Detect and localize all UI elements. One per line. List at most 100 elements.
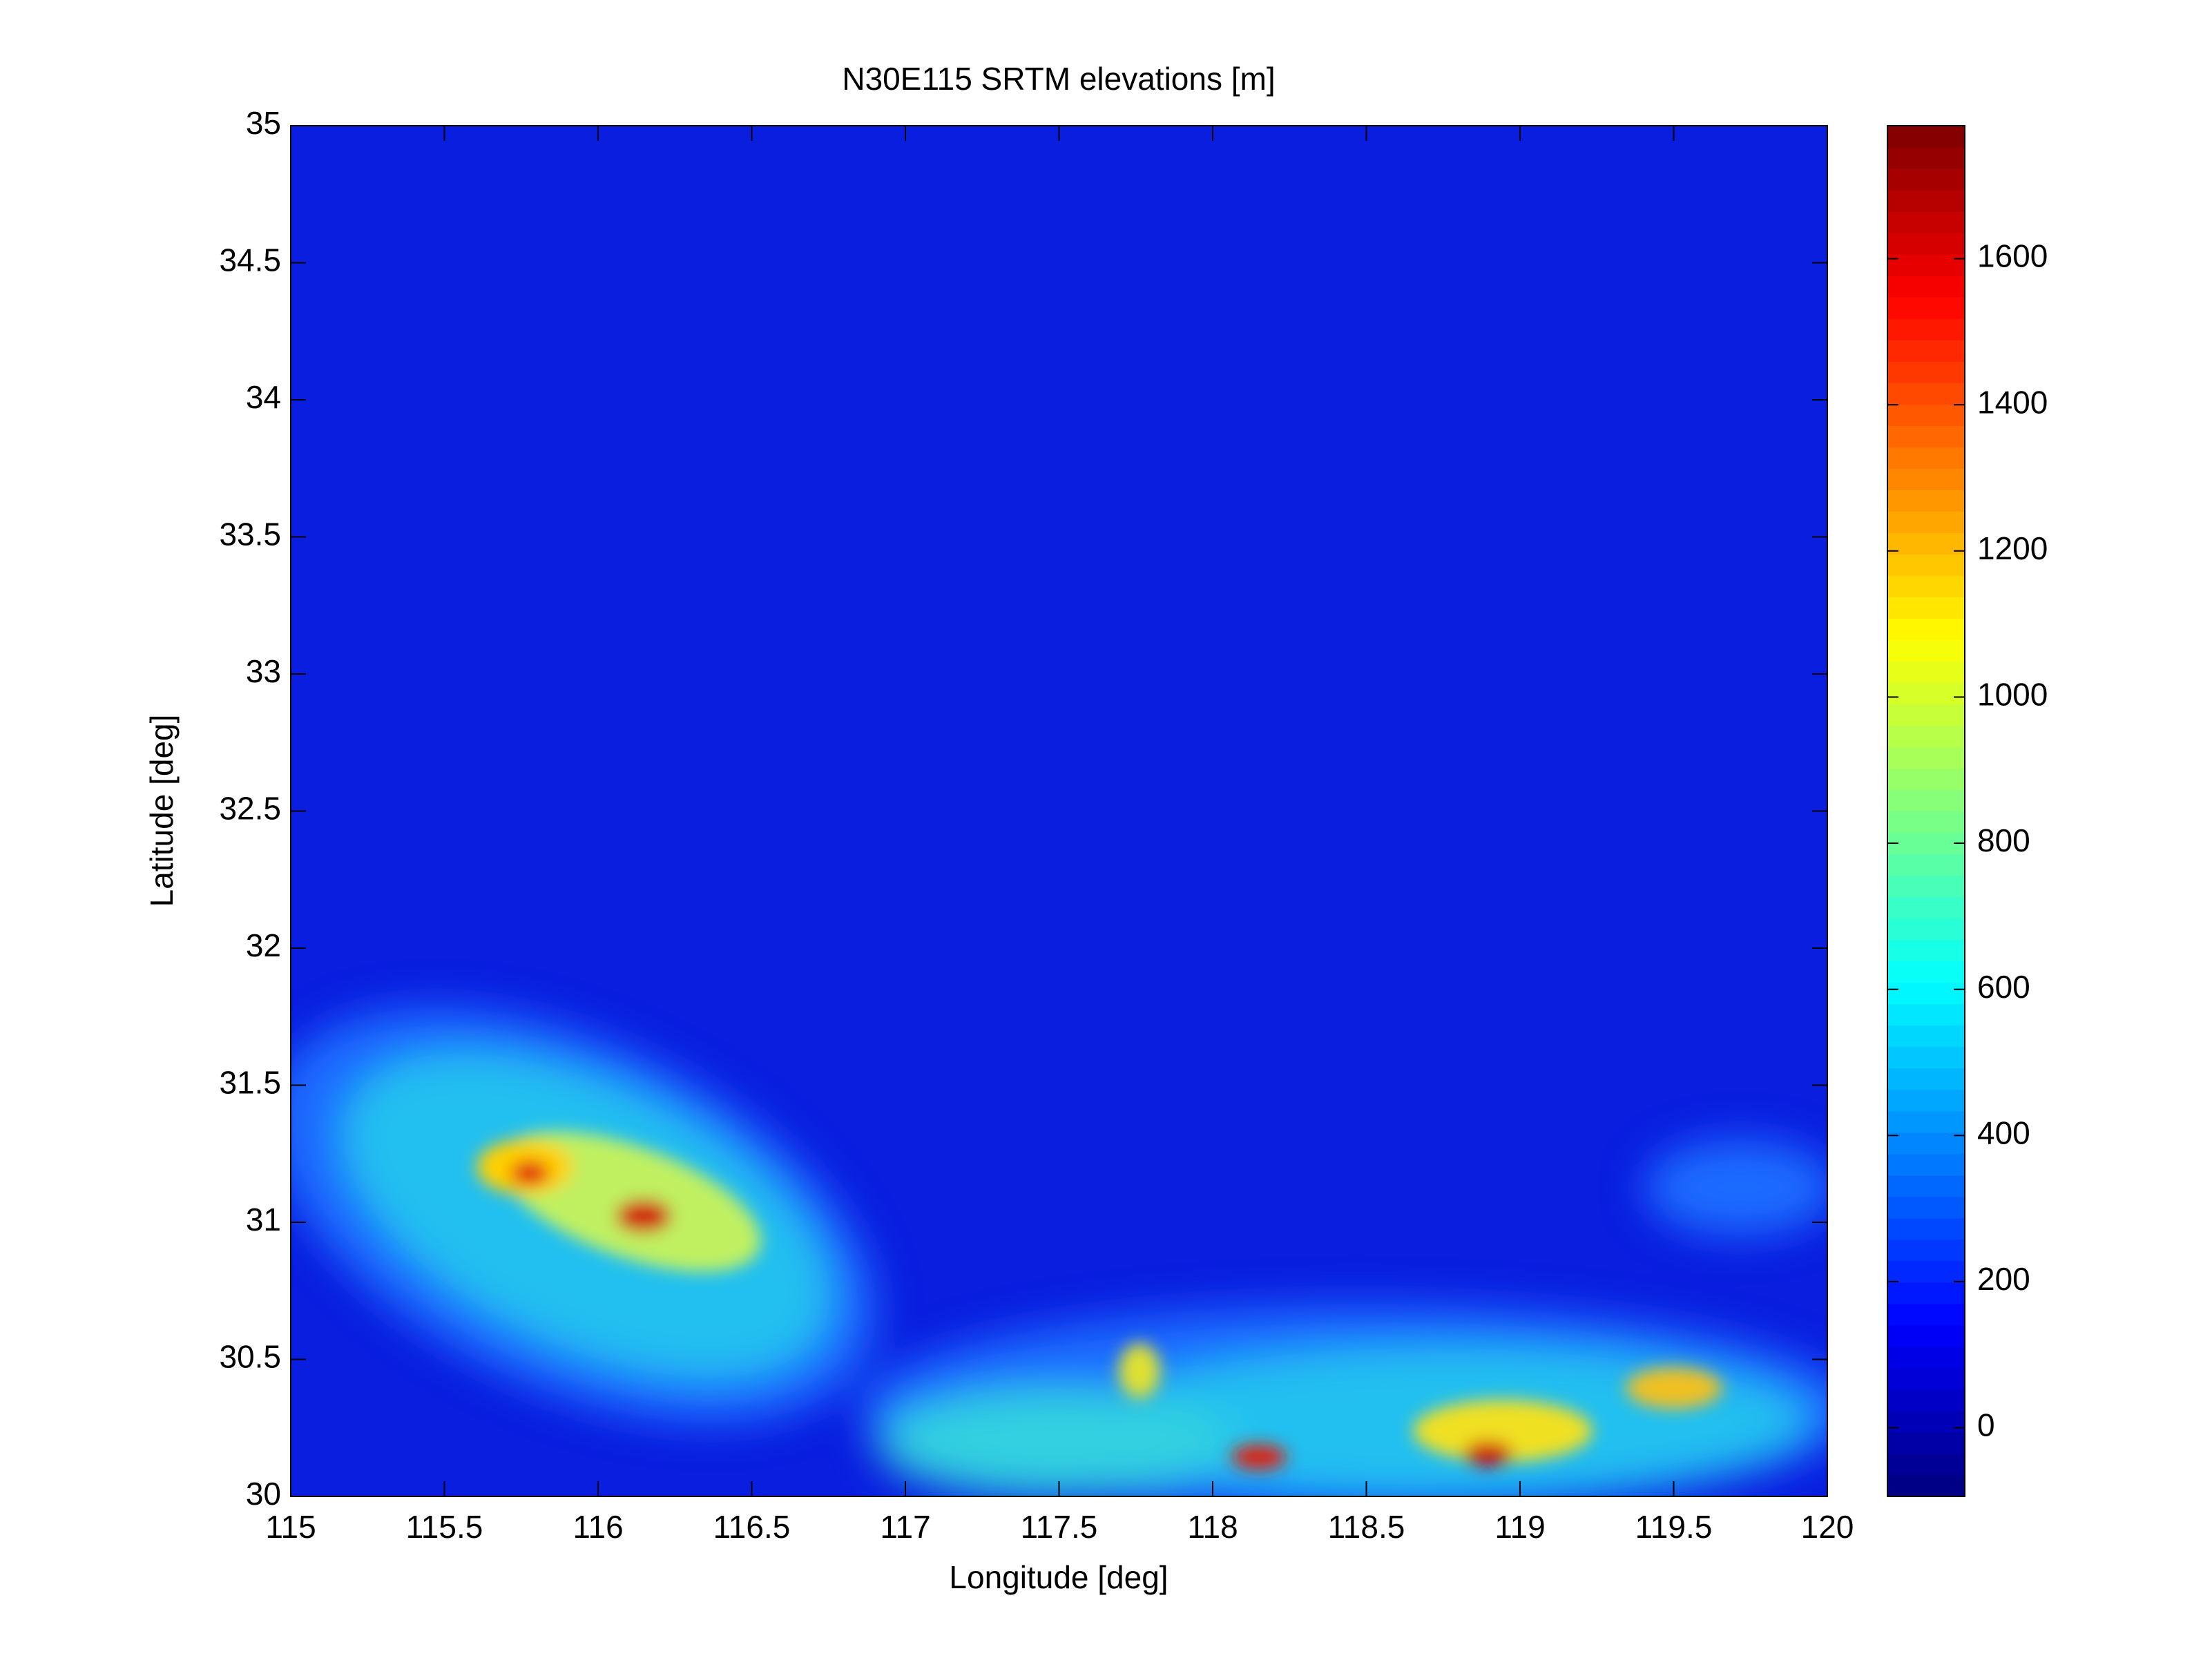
colorbar-band bbox=[1887, 168, 1965, 191]
colorbar bbox=[1887, 126, 1965, 1497]
y-tick-label: 32 bbox=[246, 927, 281, 963]
colorbar-band bbox=[1887, 1239, 1965, 1262]
colorbar-band bbox=[1887, 532, 1965, 555]
colorbar-band bbox=[1887, 1303, 1965, 1326]
colorbar-band bbox=[1887, 1367, 1965, 1390]
elevation-image bbox=[291, 126, 1827, 1496]
colorbar-band bbox=[1887, 789, 1965, 812]
colorbar-tick-label: 1000 bbox=[1977, 677, 2048, 713]
colorbar-band bbox=[1887, 982, 1965, 1005]
x-tick-label: 118 bbox=[1187, 1509, 1238, 1545]
colorbar-box bbox=[1887, 125, 1965, 1497]
x-tick-label: 115.5 bbox=[406, 1509, 483, 1545]
colorbar-band bbox=[1887, 147, 1965, 169]
colorbar-band bbox=[1887, 554, 1965, 576]
x-tick-label: 118.5 bbox=[1328, 1509, 1405, 1545]
colorbar-band bbox=[1887, 661, 1965, 684]
colorbar-band bbox=[1887, 597, 1965, 619]
colorbar-band bbox=[1887, 1175, 1965, 1197]
colorbar-band bbox=[1887, 1196, 1965, 1219]
colorbar-band bbox=[1887, 1474, 1965, 1497]
colorbar-band bbox=[1887, 768, 1965, 791]
colorbar-tick-label: 0 bbox=[1977, 1407, 1995, 1443]
y-tick-label: 30 bbox=[246, 1476, 281, 1512]
colorbar-band bbox=[1887, 126, 1965, 148]
y-axis-label: Latitude [deg] bbox=[144, 715, 180, 907]
colorbar-band bbox=[1887, 618, 1965, 640]
colorbar-band bbox=[1887, 1282, 1965, 1304]
colorbar-band bbox=[1887, 832, 1965, 855]
colorbar-band bbox=[1887, 1068, 1965, 1090]
colorbar-band bbox=[1887, 276, 1965, 298]
x-tick-label: 116.5 bbox=[713, 1509, 791, 1545]
colorbar-band bbox=[1887, 1346, 1965, 1369]
colorbar-band bbox=[1887, 939, 1965, 962]
colorbar-band bbox=[1887, 404, 1965, 426]
colorbar-band bbox=[1887, 1324, 1965, 1347]
colorbar-band bbox=[1887, 1110, 1965, 1133]
y-tick-label: 33.5 bbox=[219, 517, 281, 552]
colorbar-band bbox=[1887, 318, 1965, 340]
x-tick-label: 117 bbox=[880, 1509, 930, 1545]
colorbar-band bbox=[1887, 854, 1965, 876]
y-tick-label: 32.5 bbox=[219, 791, 281, 827]
colorbar-tick-label: 600 bbox=[1977, 969, 2030, 1005]
colorbar-band bbox=[1887, 511, 1965, 533]
colorbar-band bbox=[1887, 468, 1965, 490]
x-tick-label: 119 bbox=[1494, 1509, 1545, 1545]
colorbar-band bbox=[1887, 1025, 1965, 1048]
colorbar-band bbox=[1887, 425, 1965, 447]
colorbar-tick-label: 1600 bbox=[1977, 238, 2048, 274]
x-tick-label: 117.5 bbox=[1021, 1509, 1098, 1545]
x-tick-label: 116 bbox=[573, 1509, 623, 1545]
colorbar-tick-label: 800 bbox=[1977, 822, 2030, 858]
colorbar-band bbox=[1887, 211, 1965, 233]
colorbar-band bbox=[1887, 746, 1965, 769]
colorbar-band bbox=[1887, 1089, 1965, 1112]
colorbar-band bbox=[1887, 233, 1965, 255]
colorbar-band bbox=[1887, 361, 1965, 383]
colorbar-band bbox=[1887, 704, 1965, 726]
colorbar-band bbox=[1887, 447, 1965, 469]
y-tick-label: 33 bbox=[246, 653, 281, 689]
colorbar-tick-label: 1400 bbox=[1977, 384, 2048, 420]
colorbar-band bbox=[1887, 254, 1965, 276]
colorbar-band bbox=[1887, 1389, 1965, 1411]
colorbar-band bbox=[1887, 811, 1965, 833]
colorbar-band bbox=[1887, 725, 1965, 748]
y-tick-label: 31 bbox=[246, 1202, 281, 1237]
colorbar-band bbox=[1887, 575, 1965, 597]
colorbar-band bbox=[1887, 918, 1965, 941]
colorbar-band bbox=[1887, 1260, 1965, 1283]
colorbar-band bbox=[1887, 1453, 1965, 1476]
y-tick-label: 35 bbox=[246, 105, 281, 141]
colorbar-tick-label: 400 bbox=[1977, 1115, 2030, 1150]
y-tick-label: 30.5 bbox=[219, 1339, 281, 1375]
colorbar-band bbox=[1887, 1003, 1965, 1026]
colorbar-band bbox=[1887, 1153, 1965, 1176]
colorbar-band bbox=[1887, 682, 1965, 705]
x-axis-label: Longitude [deg] bbox=[949, 1559, 1168, 1595]
colorbar-band bbox=[1887, 1132, 1965, 1155]
colorbar-band bbox=[1887, 297, 1965, 319]
colorbar-band bbox=[1887, 340, 1965, 362]
colorbar-band bbox=[1887, 639, 1965, 662]
colorbar-band bbox=[1887, 1432, 1965, 1454]
colorbar-band bbox=[1887, 490, 1965, 512]
y-tick-label: 31.5 bbox=[219, 1065, 281, 1101]
colorbar-band bbox=[1887, 1217, 1965, 1240]
y-tick-label: 34.5 bbox=[219, 242, 281, 278]
terrain-peaks bbox=[477, 1131, 1722, 1469]
colorbar-band bbox=[1887, 875, 1965, 898]
colorbar-band bbox=[1887, 961, 1965, 983]
x-tick-label: 119.5 bbox=[1635, 1509, 1713, 1545]
colorbar-band bbox=[1887, 896, 1965, 919]
x-tick-label: 120 bbox=[1801, 1509, 1854, 1545]
colorbar-tick-label: 1200 bbox=[1977, 530, 2048, 566]
colorbar-band bbox=[1887, 190, 1965, 212]
colorbar-band bbox=[1887, 1046, 1965, 1069]
colorbar-band bbox=[1887, 1410, 1965, 1433]
chart-title: N30E115 SRTM elevations [m] bbox=[842, 61, 1275, 97]
x-tick-label: 115 bbox=[265, 1509, 316, 1545]
